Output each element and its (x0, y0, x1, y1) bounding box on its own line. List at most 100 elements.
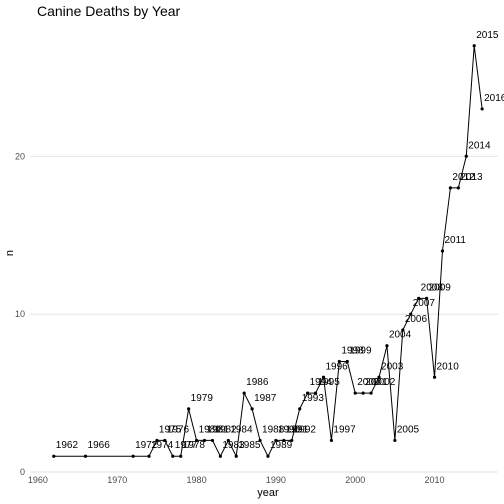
data-point (179, 454, 183, 458)
data-label: 1978 (183, 440, 206, 451)
data-label: 2001 (365, 377, 388, 388)
data-point (258, 438, 262, 443)
data-label: 2016 (484, 93, 504, 104)
data-label: 1972 (135, 440, 158, 451)
data-point (282, 438, 286, 443)
data-label: 2009 (429, 282, 452, 293)
data-point (147, 454, 151, 458)
data-point (155, 438, 159, 443)
data-point (480, 107, 484, 111)
data-label: 2003 (381, 361, 404, 372)
data-label: 2005 (397, 424, 420, 435)
data-point (417, 296, 421, 300)
data-point (401, 328, 405, 332)
data-point (409, 312, 413, 316)
data-point (242, 391, 246, 395)
data-label: 1991 (286, 424, 309, 435)
x-tick-label: 1990 (266, 475, 286, 485)
data-label: 1997 (333, 424, 356, 435)
data-label: 1993 (302, 393, 325, 404)
data-point (290, 438, 294, 443)
data-point (377, 375, 381, 379)
data-point (393, 438, 397, 443)
data-label: 1981 (207, 424, 230, 435)
data-point (163, 438, 167, 443)
data-label: 1992 (294, 424, 317, 435)
data-label: 1975 (159, 424, 182, 435)
y-tick-label: 10 (15, 309, 25, 319)
data-point (83, 454, 88, 458)
data-label: 1979 (191, 393, 214, 404)
data-point (266, 454, 270, 458)
data-point (464, 154, 468, 158)
data-label: 1989 (270, 440, 293, 451)
x-tick-label: 1960 (28, 475, 48, 485)
chart-title: Canine Deaths by Year (37, 3, 181, 19)
y-axis-ticks: 0 10 20 (15, 151, 25, 477)
data-point (337, 359, 341, 364)
x-tick-label: 1970 (107, 475, 127, 485)
data-point (448, 186, 453, 190)
data-point (187, 407, 191, 411)
data-label: 1998 (341, 346, 364, 357)
data-label: 1983 (222, 440, 245, 451)
x-tick-label: 2010 (425, 475, 445, 485)
data-label: 2013 (460, 172, 483, 183)
data-label: 1988 (262, 424, 285, 435)
data-label: 1995 (318, 377, 341, 388)
data-label: 2008 (421, 282, 444, 293)
data-point (298, 407, 302, 411)
data-label: 2002 (373, 377, 396, 388)
data-point (250, 407, 254, 411)
data-point (234, 454, 238, 458)
gridlines (30, 155, 498, 473)
data-point (369, 391, 373, 395)
data-point (202, 438, 207, 443)
data-point (226, 438, 230, 443)
data-label: 2004 (389, 330, 412, 341)
x-tick-label: 2000 (345, 475, 365, 485)
data-label: 1974 (151, 440, 174, 451)
data-point (321, 375, 326, 379)
y-tick-label: 20 (15, 151, 25, 161)
x-axis-title: year (257, 487, 279, 499)
data-series (52, 44, 484, 458)
data-label: 1996 (325, 361, 348, 372)
data-point (306, 391, 310, 395)
data-point (171, 454, 175, 458)
data-point (194, 438, 199, 443)
data-label: 1990 (278, 424, 301, 435)
data-label: 1966 (88, 440, 111, 451)
data-point (274, 438, 278, 443)
data-label: 1980 (199, 424, 222, 435)
data-point (210, 438, 215, 443)
data-point (456, 186, 460, 190)
data-label: 1984 (230, 424, 253, 435)
data-label: 2006 (405, 314, 428, 325)
data-point (385, 344, 389, 348)
data-label: 1999 (349, 346, 372, 357)
data-label: 1962 (56, 440, 79, 451)
data-label: 1982 (214, 424, 237, 435)
data-label: 2014 (468, 140, 491, 151)
series-line (53, 45, 483, 458)
data-point (329, 438, 334, 443)
data-point (432, 375, 437, 379)
data-point (472, 44, 476, 48)
x-axis-ticks: 1960 1970 1980 1990 2000 2010 (28, 475, 445, 485)
y-tick-label: 0 (20, 467, 25, 477)
data-label: 2011 (444, 235, 466, 246)
y-axis-title: n (4, 250, 16, 256)
data-label: 2010 (437, 361, 460, 372)
data-point (425, 296, 429, 300)
data-label: 1986 (246, 377, 269, 388)
data-point (52, 454, 56, 458)
data-point (313, 391, 318, 395)
data-point (440, 249, 445, 253)
data-point (218, 454, 222, 458)
data-label: 1994 (310, 377, 333, 388)
data-label: 1985 (238, 440, 261, 451)
data-label: 1977 (175, 440, 198, 451)
data-point (353, 391, 357, 395)
